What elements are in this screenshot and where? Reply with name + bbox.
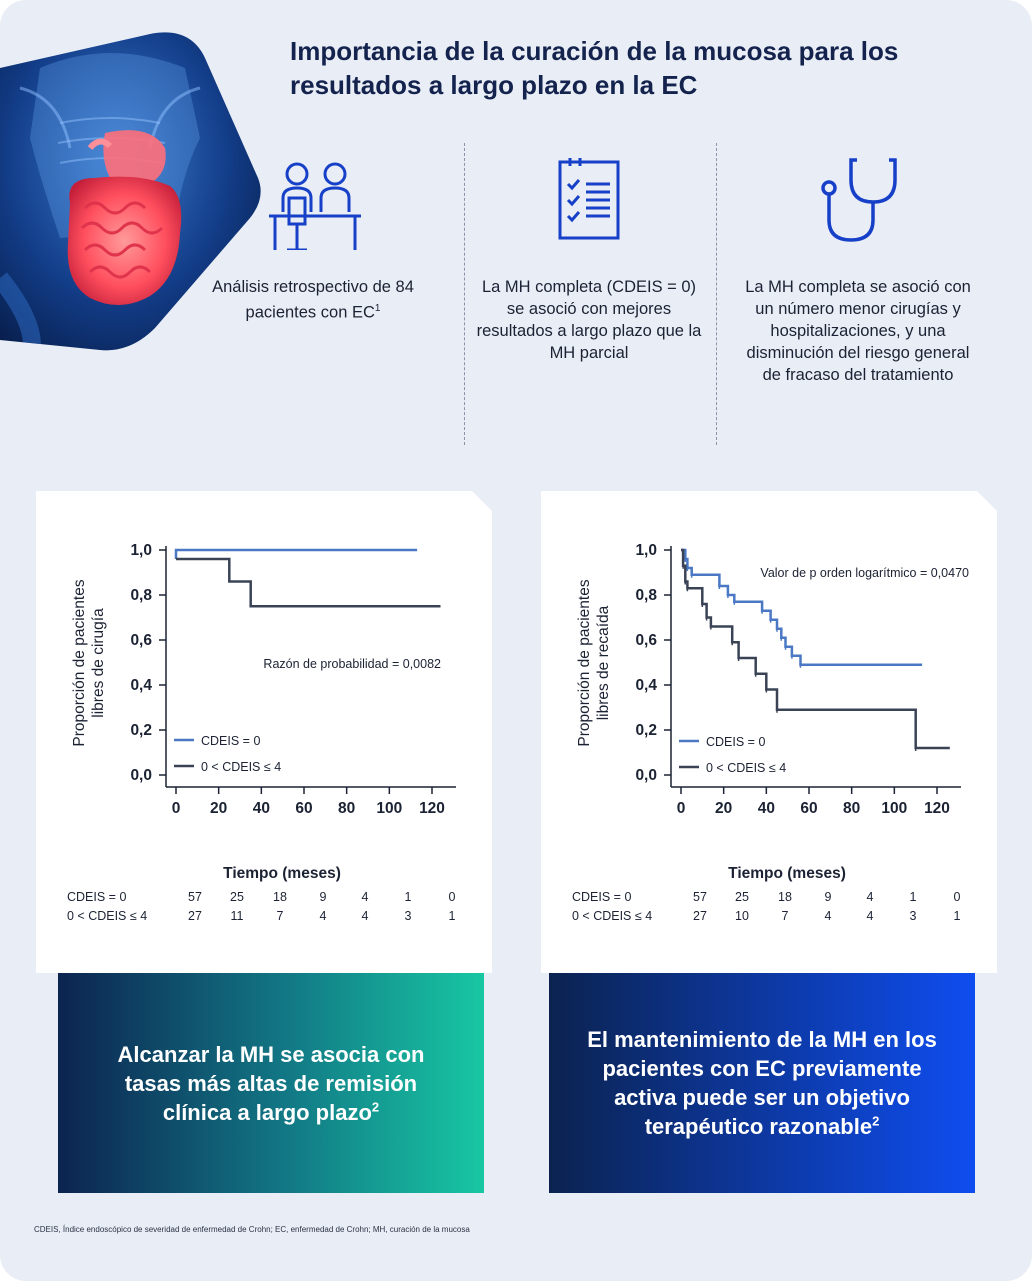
series-line-1 bbox=[174, 548, 418, 559]
risk-table-label: CDEIS = 0 bbox=[572, 890, 631, 904]
x-tick-label: 40 bbox=[253, 800, 270, 817]
risk-table-value: 27 bbox=[693, 909, 707, 923]
info-column-complete-mh: La MH completa (CDEIS = 0) se asoció con… bbox=[474, 150, 704, 364]
info-text-analysis: Análisis retrospectivo de 84 pacientes c… bbox=[212, 278, 414, 322]
info-column-outcomes: La MH completa se asoció con un número m… bbox=[742, 150, 974, 386]
series-line-1 bbox=[681, 548, 923, 667]
risk-table-value: 3 bbox=[405, 909, 412, 923]
risk-table-value: 57 bbox=[693, 890, 707, 904]
x-tick-label: 80 bbox=[843, 800, 860, 817]
legend-label-1: CDEIS = 0 bbox=[706, 735, 765, 749]
y-axis-label: Proporción de pacientes libres de recaída bbox=[576, 579, 612, 746]
info-text-complete-mh: La MH completa (CDEIS = 0) se asoció con… bbox=[476, 278, 702, 362]
risk-table-value: 25 bbox=[230, 890, 244, 904]
risk-table-value: 0 bbox=[449, 890, 456, 904]
km-chart-relapse: 1,00,80,60,40,20,00 20 40 60 80 100 120Proporc… bbox=[572, 542, 969, 923]
legend-label-1: CDEIS = 0 bbox=[201, 734, 260, 748]
risk-table-value: 4 bbox=[867, 890, 874, 904]
chart-card-relapse: 1,0 0,8 0,6 0,4 0,2 0,0 0 20 40 60 80 100 120 Proporc… bbox=[541, 491, 997, 973]
chart-annotation: Razón de probabilidad = 0,0082 bbox=[263, 657, 441, 671]
km-chart-surgery: 1,00,80,60,40,20,00 20 40 60 80 100 120Proporc… bbox=[67, 542, 456, 923]
y-tick-label: 0,2 bbox=[635, 722, 657, 739]
y-tick-label: 0,6 bbox=[130, 632, 152, 649]
y-axis-label: Proporción de pacientes libres de cirugía bbox=[71, 579, 107, 746]
risk-table-value: 1 bbox=[954, 909, 961, 923]
x-tick-label: 0 bbox=[677, 800, 686, 817]
anatomy-illustration bbox=[0, 32, 261, 351]
risk-table-value: 18 bbox=[273, 890, 287, 904]
series-line-2 bbox=[176, 557, 441, 608]
y-tick-label: 0,0 bbox=[130, 767, 152, 784]
risk-table-value: 57 bbox=[188, 890, 202, 904]
legend-label-2: 0 < CDEIS ≤ 4 bbox=[706, 761, 786, 775]
y-tick-label: 1,0 bbox=[635, 542, 657, 559]
x-tick-label: 120 bbox=[924, 800, 950, 817]
risk-table-value: 18 bbox=[778, 890, 792, 904]
x-tick-label: 80 bbox=[338, 800, 355, 817]
risk-table-value: 4 bbox=[320, 909, 327, 923]
x-tick-label: 20 bbox=[715, 800, 732, 817]
x-tick-label: 20 bbox=[210, 800, 227, 817]
checklist-icon bbox=[558, 158, 620, 240]
page-title: Importancia de la curación de la mucosa … bbox=[290, 36, 899, 100]
footnote: CDEIS, Índice endoscópico de severidad d… bbox=[34, 1225, 470, 1234]
risk-table-value: 27 bbox=[188, 909, 202, 923]
x-tick-label: 0 bbox=[172, 800, 181, 817]
risk-table-label: 0 < CDEIS ≤ 4 bbox=[67, 909, 147, 923]
risk-table-value: 0 bbox=[954, 890, 961, 904]
divider-2 bbox=[716, 143, 717, 445]
y-tick-label: 0,8 bbox=[130, 587, 152, 604]
x-axis-title: Tiempo (meses) bbox=[223, 865, 341, 882]
risk-table-value: 9 bbox=[320, 890, 327, 904]
risk-table-value: 1 bbox=[449, 909, 456, 923]
divider-1 bbox=[464, 143, 465, 445]
risk-table-value: 4 bbox=[362, 890, 369, 904]
x-tick-label: 60 bbox=[800, 800, 817, 817]
risk-table-label: CDEIS = 0 bbox=[67, 890, 126, 904]
risk-table-value: 4 bbox=[867, 909, 874, 923]
summary-panel-maintenance: El mantenimiento de la MH en los pacient… bbox=[549, 973, 975, 1193]
y-tick-label: 0,2 bbox=[130, 722, 152, 739]
x-tick-label: 60 bbox=[295, 800, 312, 817]
risk-table-value: 7 bbox=[782, 909, 789, 923]
risk-table-value: 10 bbox=[735, 909, 749, 923]
risk-table-label: 0 < CDEIS ≤ 4 bbox=[572, 909, 652, 923]
info-column-analysis: Análisis retrospectivo de 84 pacientes c… bbox=[198, 150, 428, 324]
x-axis-title: Tiempo (meses) bbox=[728, 865, 846, 882]
risk-table-value: 4 bbox=[362, 909, 369, 923]
legend-label-2: 0 < CDEIS ≤ 4 bbox=[201, 760, 281, 774]
chart-annotation: Valor de p orden logarítmico = 0,0470 bbox=[760, 566, 969, 580]
risk-table-value: 4 bbox=[825, 909, 832, 923]
risk-table-value: 3 bbox=[910, 909, 917, 923]
x-tick-label: 40 bbox=[758, 800, 775, 817]
x-tick-label: 100 bbox=[881, 800, 907, 817]
consultation-icon bbox=[269, 162, 361, 250]
risk-table-value: 7 bbox=[277, 909, 284, 923]
y-tick-label: 0,8 bbox=[635, 587, 657, 604]
risk-table-value: 25 bbox=[735, 890, 749, 904]
y-tick-label: 0,0 bbox=[635, 767, 657, 784]
risk-table-value: 11 bbox=[231, 909, 244, 923]
y-tick-label: 0,4 bbox=[635, 677, 657, 694]
chart-card-surgery: 1,0 0,8 0,6 0,4 0,2 0,0 0 20 40 60 80 100 120 Proporc… bbox=[36, 491, 492, 973]
y-tick-label: 0,6 bbox=[635, 632, 657, 649]
risk-table-value: 9 bbox=[825, 890, 832, 904]
x-tick-label: 100 bbox=[376, 800, 402, 817]
summary-panel-remission: Alcanzar la MH se asocia con tasas más a… bbox=[58, 973, 484, 1193]
risk-table-value: 1 bbox=[910, 890, 917, 904]
stethoscope-icon bbox=[821, 158, 897, 242]
y-tick-label: 1,0 bbox=[130, 542, 152, 559]
risk-table-value: 1 bbox=[405, 890, 412, 904]
x-tick-label: 120 bbox=[419, 800, 445, 817]
y-tick-label: 0,4 bbox=[130, 677, 152, 694]
info-text-outcomes: La MH completa se asoció con un número m… bbox=[745, 278, 971, 384]
